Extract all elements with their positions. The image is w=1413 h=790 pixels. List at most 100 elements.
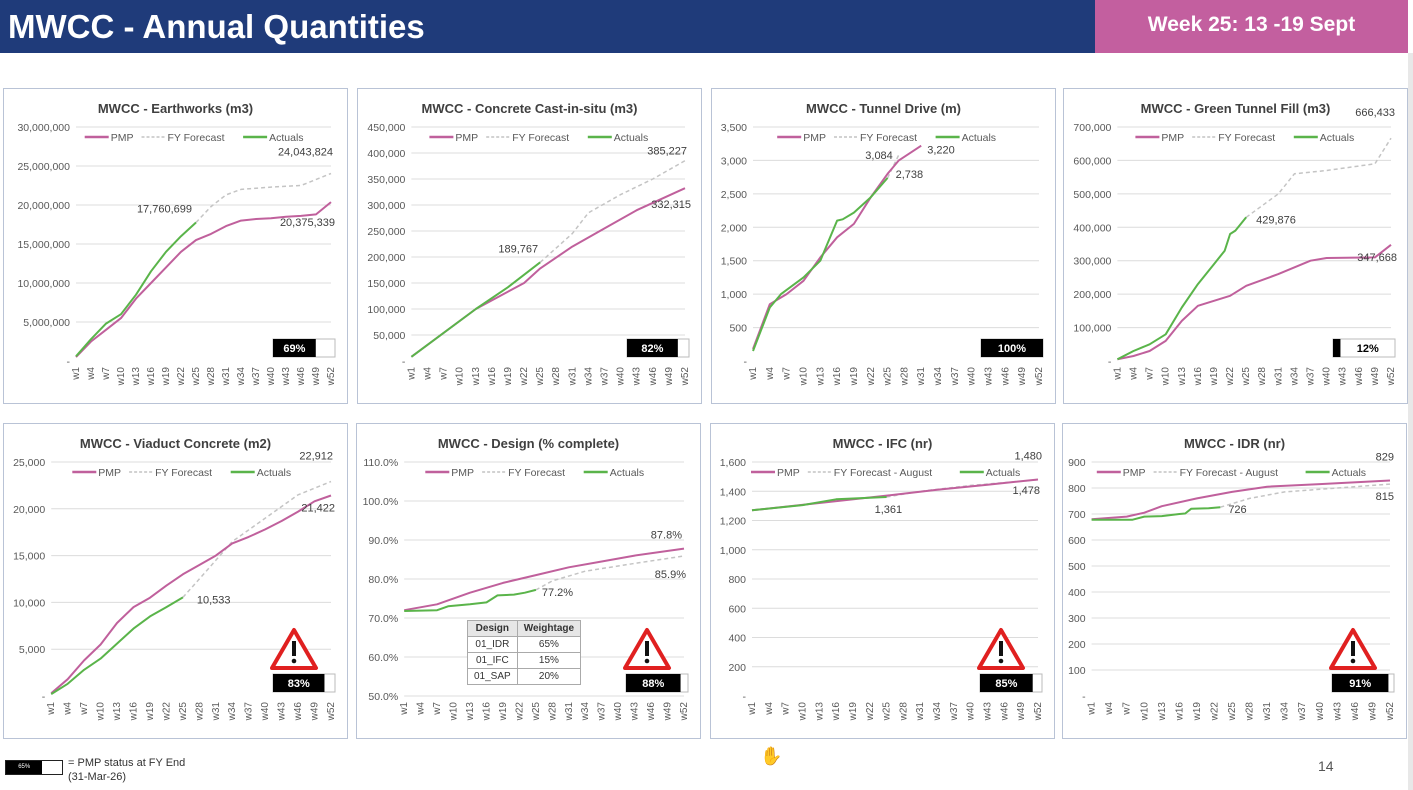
series-actuals [404, 588, 537, 612]
series-pmp [1117, 244, 1392, 361]
y-tick-label: - [402, 356, 406, 368]
hand-cursor-icon: ✋ [760, 746, 783, 766]
warning-icon [270, 628, 318, 670]
x-tick-label: w1 [747, 702, 758, 716]
x-tick-label: w1 [399, 702, 410, 716]
x-tick-label: w43 [983, 702, 994, 722]
legend-label: Actuals [610, 467, 644, 479]
data-label: 347,668 [1357, 252, 1397, 264]
line-chart: - 50,000 100,000 150,000 200,000 250,000 300,0… [367, 122, 691, 387]
chart-panel: MWCC - Design (% complete) 50.0% 60.0% 70.0… [356, 423, 701, 739]
y-tick-label: 600 [1068, 535, 1086, 547]
data-label: 21,422 [301, 502, 335, 514]
y-tick-label: 1,000 [720, 545, 746, 557]
y-tick-label: 15,000 [13, 551, 45, 563]
legend-label: Actuals [962, 132, 996, 144]
x-tick-label: w19 [145, 702, 156, 722]
data-label: 385,227 [647, 146, 687, 158]
scrollbar[interactable] [1408, 53, 1413, 790]
data-label: 24,043,824 [278, 146, 333, 158]
legend-label: Actuals [1332, 467, 1366, 479]
legend-label: Actuals [257, 467, 291, 479]
x-tick-label: w16 [487, 367, 498, 387]
x-tick-label: w49 [663, 702, 674, 722]
y-tick-label: - [743, 691, 747, 703]
chart-panel: MWCC - IDR (nr) - 100 200 300 400 500 600 700 800… [1062, 423, 1407, 739]
x-tick-label: w46 [296, 367, 307, 387]
x-tick-label: w16 [481, 702, 492, 722]
x-tick-label: w34 [580, 702, 591, 722]
chart-panel: MWCC - Green Tunnel Fill (m3) - 100,000 200… [1063, 88, 1408, 404]
series-actuals [75, 221, 197, 357]
x-tick-label: w52 [326, 702, 337, 722]
x-tick-label: w31 [564, 702, 575, 722]
x-tick-label: w13 [814, 702, 825, 722]
series-pmp [1091, 479, 1391, 521]
y-tick-label: 70.0% [368, 613, 398, 625]
series-pmp [410, 187, 686, 358]
x-tick-label: w13 [815, 367, 826, 387]
y-tick-label: 2,000 [721, 222, 747, 234]
chart-title: MWCC - Tunnel Drive (m) [805, 101, 962, 116]
x-tick-label: w22 [514, 702, 525, 722]
x-tick-label: w46 [1000, 367, 1011, 387]
x-tick-label: w25 [1227, 702, 1238, 722]
x-tick-label: w31 [221, 367, 232, 387]
data-label: 332,315 [651, 199, 691, 211]
y-tick-label: 1,000 [721, 289, 747, 301]
y-tick-label: 350,000 [367, 174, 405, 186]
y-tick-label: 15,000,000 [17, 239, 70, 251]
x-tick-label: w34 [932, 702, 943, 722]
x-tick-label: w28 [551, 367, 562, 387]
x-tick-label: w25 [535, 367, 546, 387]
x-tick-label: w43 [1332, 702, 1343, 722]
legend-label: FY Forecast [512, 132, 569, 144]
y-tick-label: 200,000 [367, 252, 405, 264]
x-tick-label: w40 [1315, 702, 1326, 722]
x-tick-label: w49 [1017, 367, 1028, 387]
legend-label: FY Forecast - August [1180, 467, 1279, 479]
x-tick-label: w37 [950, 367, 961, 387]
x-tick-label: w46 [646, 702, 657, 722]
series-actuals [752, 177, 889, 352]
chart-title: MWCC - IDR (nr) [1183, 436, 1286, 451]
data-label: 87.8% [651, 530, 682, 542]
x-tick-label: w22 [1225, 367, 1236, 387]
x-tick-label: w19 [1192, 702, 1203, 722]
line-chart: 50.0% 60.0% 70.0% 80.0% 90.0% 100.0% 110.0% w1 w… [363, 457, 690, 722]
y-tick-label: 800 [1068, 483, 1086, 495]
table-header: Design [467, 620, 518, 637]
x-tick-label: w49 [1370, 367, 1381, 387]
y-tick-label: 50,000 [373, 330, 405, 342]
data-label: 20,375,339 [280, 217, 335, 229]
series-actuals [50, 596, 184, 695]
series-actuals [751, 496, 887, 512]
series-pmp [752, 144, 922, 350]
chart-title: MWCC - Green Tunnel Fill (m3) [1140, 101, 1331, 116]
y-tick-label: 1,400 [720, 486, 746, 498]
legend-label: PMP [451, 467, 474, 479]
series-actuals [1116, 216, 1247, 361]
series-fy-forecast [886, 154, 900, 179]
y-tick-label: 800 [728, 574, 746, 586]
x-tick-label: w10 [797, 702, 808, 722]
chart-title: MWCC - Viaduct Concrete (m2) [79, 436, 272, 451]
legend-sample-fill: 65% [6, 761, 43, 774]
x-tick-label: w22 [865, 702, 876, 722]
x-tick-label: w19 [849, 367, 860, 387]
pmp-status-fill [626, 674, 681, 692]
y-tick-label: - [42, 691, 46, 703]
x-tick-label: w34 [1280, 702, 1291, 722]
y-tick-label: 300,000 [367, 200, 405, 212]
page-number: 14 [1318, 758, 1334, 774]
x-tick-label: w1 [71, 367, 82, 381]
x-tick-label: w28 [899, 367, 910, 387]
y-tick-label: 200 [1068, 639, 1086, 651]
y-tick-label: 300,000 [1073, 256, 1111, 268]
y-tick-label: 400 [1068, 587, 1086, 599]
pmp-status-value: 91% [1349, 678, 1371, 690]
x-tick-label: w22 [1209, 702, 1220, 722]
x-tick-label: w49 [310, 702, 321, 722]
pmp-status-value: 12% [1357, 343, 1379, 355]
x-tick-label: w25 [531, 702, 542, 722]
